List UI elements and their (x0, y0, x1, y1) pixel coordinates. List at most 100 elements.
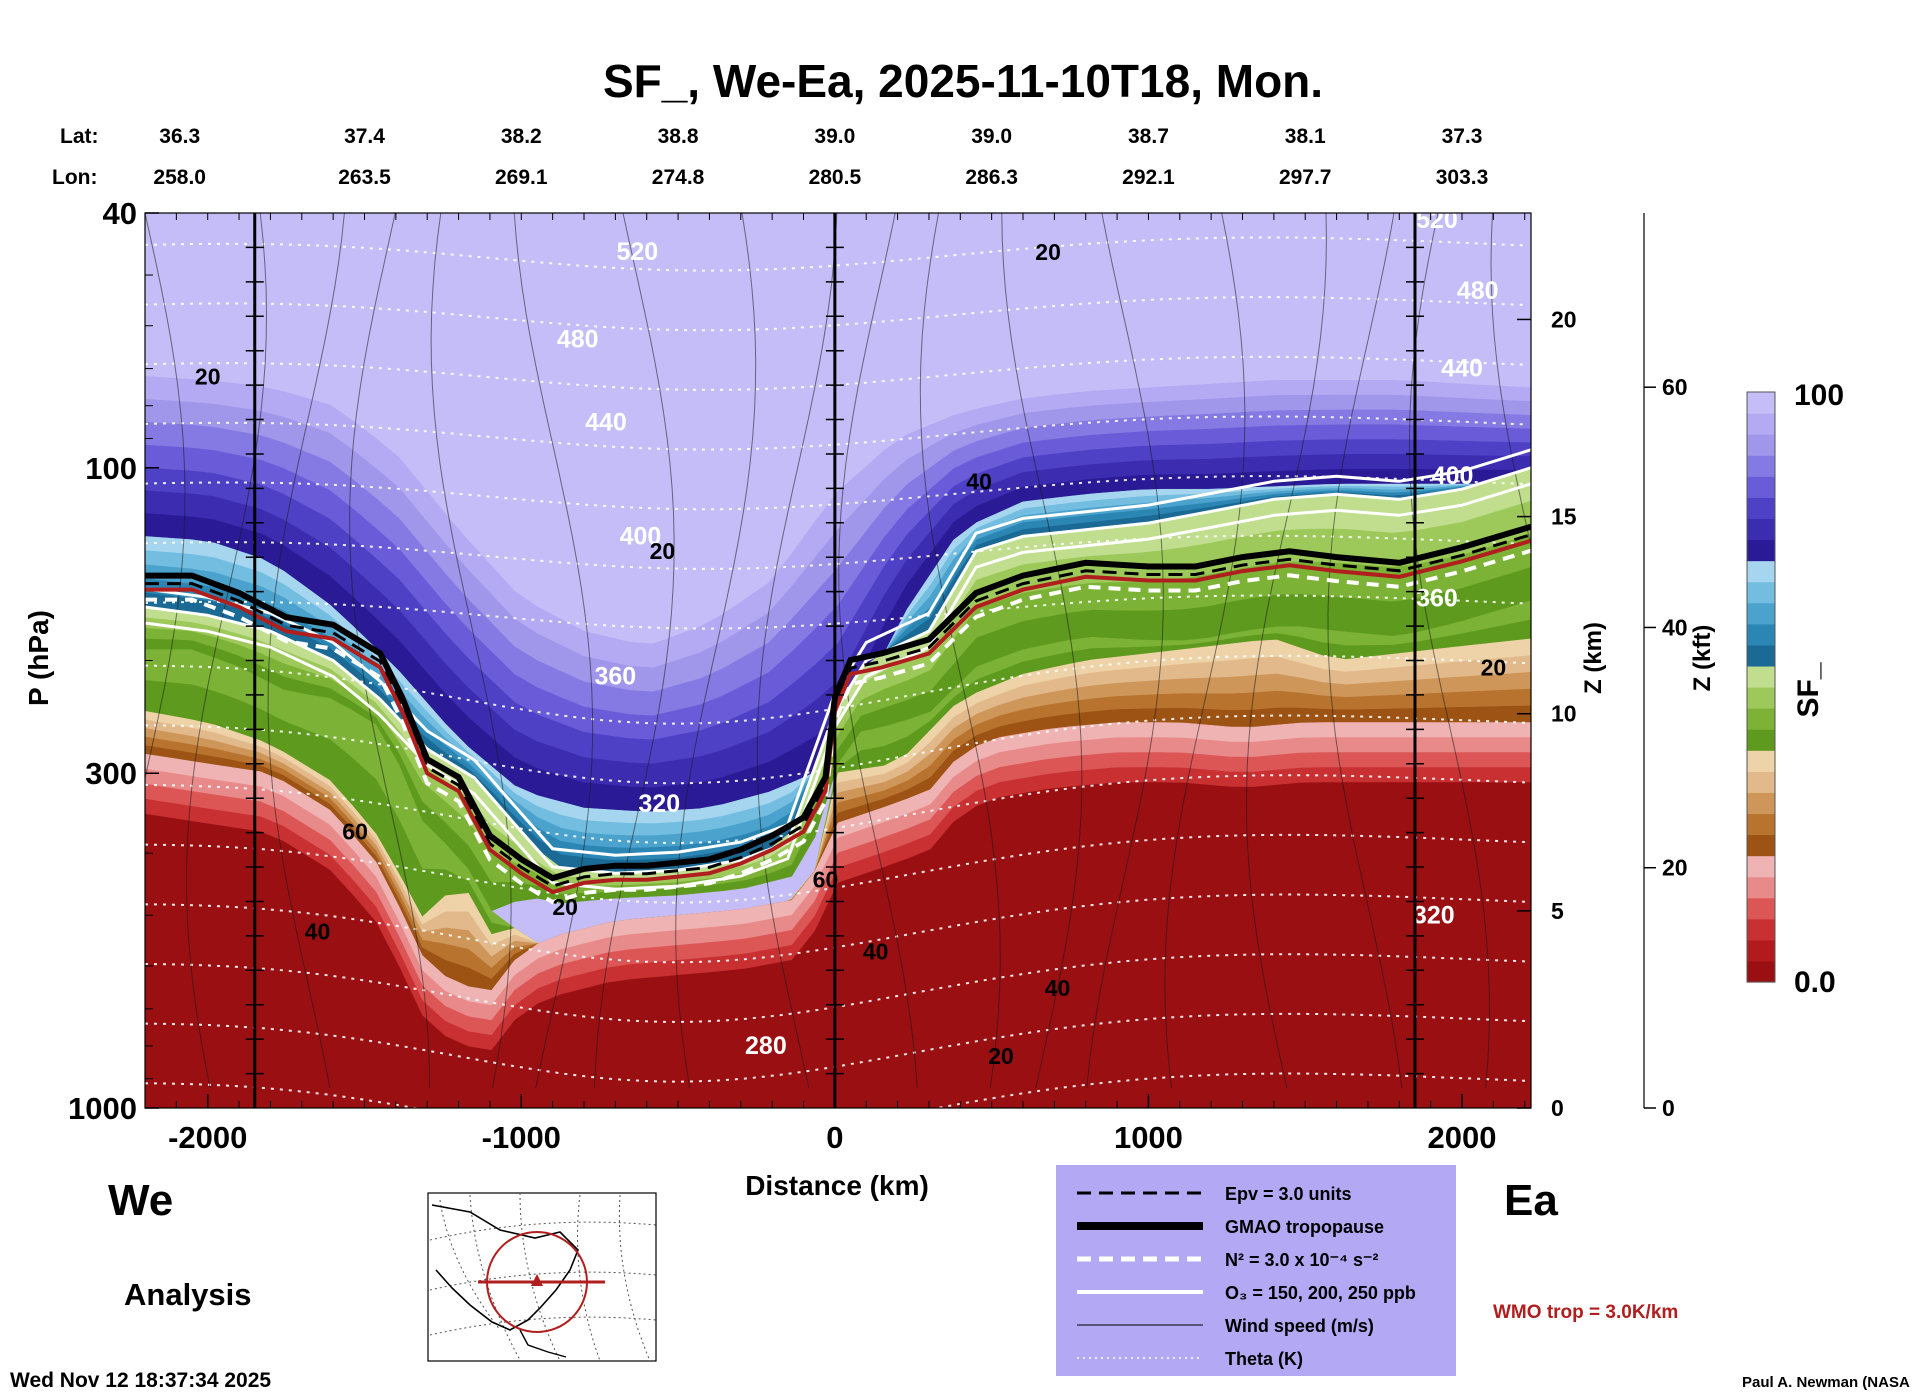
wind-contour (594, 213, 675, 1089)
location-map-inset (427, 1192, 657, 1362)
inset-coastline (431, 1204, 579, 1331)
wind-contour (1164, 213, 1246, 1089)
theta-label: 280 (745, 1032, 787, 1060)
colorbar-swatch (1747, 434, 1775, 456)
wmo-tropopause-line (145, 538, 1531, 895)
lat-value: 37.4 (344, 125, 385, 148)
colorbar-swatch (1747, 539, 1775, 562)
lat-lon-header: 36.3 258.0 37.4 263.5 38.2 269.1 38.8 274.8 39.0… (153, 125, 1488, 189)
colorbar-swatch (1747, 771, 1775, 793)
wind-label: 20 (1035, 239, 1061, 265)
y-axis-label: P (hPa) (23, 610, 54, 706)
lon-value: 258.0 (153, 166, 206, 189)
colorbar-swatch (1747, 497, 1775, 520)
colorbar-swatch (1747, 939, 1775, 962)
x-tick-label: 0 (826, 1120, 843, 1155)
inset-center-marker (531, 1274, 543, 1286)
legend-label: Wind speed (m/s) (1225, 1316, 1374, 1336)
colorbar-swatch (1747, 813, 1775, 836)
theta-contour (145, 594, 1526, 630)
o3-contour-200 (145, 466, 1531, 875)
theta-contour (145, 475, 1526, 511)
inset-graticule (519, 1192, 561, 1362)
colorbar-swatch (1747, 834, 1775, 857)
colorbar-swatch (1747, 729, 1775, 751)
lon-value: 269.1 (495, 166, 548, 189)
theta-label: 520 (616, 238, 658, 266)
colorbar-frame (1746, 391, 1776, 983)
wind-label: 20 (552, 894, 578, 920)
lat-value: 37.3 (1442, 125, 1483, 148)
z-kft-tick-label: 40 (1662, 614, 1688, 640)
wind-contour (919, 213, 1001, 1089)
lon-value: 292.1 (1122, 166, 1175, 189)
colorbar-swatch (1747, 708, 1775, 730)
wmo-note: WMO trop = 3.0K/km (1493, 1302, 1678, 1323)
colorbar-swatch (1747, 876, 1775, 899)
z-kft-label: Z (kft) (1689, 625, 1716, 692)
y-tick-label: 100 (85, 451, 137, 486)
wind-label: 20 (195, 363, 221, 389)
lat-value: 38.2 (501, 125, 542, 148)
theta-contour (145, 236, 1526, 272)
colorbar-swatch (1747, 623, 1775, 646)
y-tick-label: 40 (103, 196, 137, 231)
wind-contour (186, 213, 268, 1089)
wind-contour (513, 213, 594, 1089)
lat-value: 38.1 (1285, 125, 1326, 148)
z-km-tick-label: 10 (1551, 701, 1577, 727)
wind-label: 20 (650, 538, 676, 564)
z-kft-tick-label: 60 (1662, 374, 1688, 400)
colorbar-swatch (1747, 602, 1775, 625)
legend-label: O₃ = 150, 200, 250 ppb (1225, 1283, 1416, 1303)
z-km-tick-label: 20 (1551, 306, 1577, 332)
wind-label: 60 (342, 819, 368, 845)
theta-label: 520 (1416, 206, 1458, 234)
x-tick-label: 2000 (1428, 1120, 1497, 1155)
lat-value: 36.3 (159, 125, 200, 148)
lon-value: 263.5 (338, 166, 391, 189)
y-tick-label: 1000 (68, 1091, 137, 1126)
theta-label: 360 (595, 663, 637, 691)
wind-label: 20 (1481, 654, 1507, 680)
theta-label: 320 (1413, 901, 1455, 929)
wind-contour (1490, 213, 1531, 549)
colorbar-label: SF_ (1792, 662, 1825, 717)
theta-label: 400 (620, 522, 662, 550)
legend-label: GMAO tropopause (1225, 1217, 1384, 1237)
wind-label: 40 (863, 939, 889, 965)
theta-label: 440 (1441, 355, 1483, 383)
x-tick-label: -2000 (168, 1120, 247, 1155)
analysis-label: Analysis (124, 1277, 252, 1312)
plot-overlay (245, 213, 1424, 1108)
theta-label: 360 (1416, 584, 1458, 612)
colorbar-swatch (1747, 687, 1775, 709)
z-km-tick-label: 0 (1551, 1095, 1564, 1121)
footer-timestamp: Wed Nov 12 18:37:34 2025 (10, 1369, 271, 1392)
legend-label: Theta (K) (1225, 1349, 1303, 1369)
z-km-label: Z (km) (1580, 622, 1607, 694)
lon-value: 274.8 (652, 166, 705, 189)
theta-contour (145, 296, 1526, 332)
wind-contour (838, 213, 918, 1089)
wind-label: 40 (966, 468, 992, 494)
x-tick-label: -1000 (482, 1120, 561, 1155)
lat-label: Lat: (60, 125, 99, 148)
west-label: We (108, 1176, 173, 1225)
lon-value: 280.5 (809, 166, 862, 189)
inset-graticule (439, 1199, 501, 1331)
lon-value: 286.3 (965, 166, 1018, 189)
z-kft-tick-label: 0 (1662, 1095, 1675, 1121)
theta-contour (145, 355, 1526, 391)
colorbar-swatch (1747, 581, 1775, 604)
legend-label: Epv = 3.0 units (1225, 1184, 1352, 1204)
colorbar-swatch (1747, 413, 1775, 435)
inset-graticule (469, 1194, 521, 1361)
east-label: Ea (1504, 1176, 1558, 1225)
wind-contour (1086, 213, 1164, 1089)
colorbar-swatch (1747, 392, 1775, 414)
plot-area: 520 480 440 400 360 320 520 480 440 400 360 320 280 2… (145, 206, 1531, 1108)
theta-label: 480 (557, 325, 599, 353)
colorbar-swatch (1747, 750, 1775, 772)
lat-value: 38.7 (1128, 125, 1169, 148)
